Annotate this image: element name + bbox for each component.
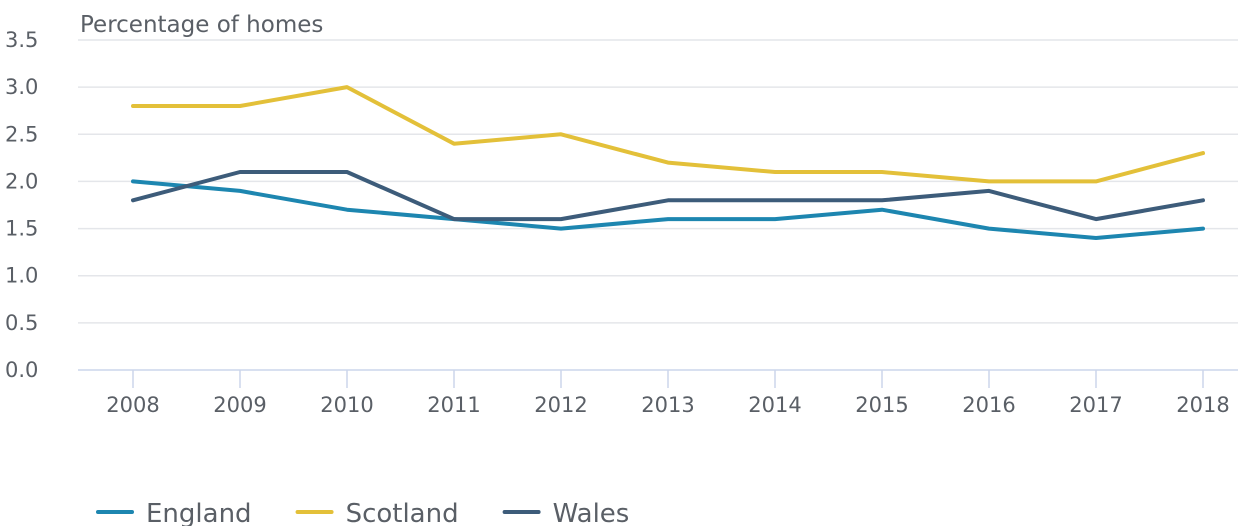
legend-item-wales[interactable]: Wales (502, 499, 630, 526)
y-tick-label: 0.0 (5, 358, 38, 382)
x-tick-label: 2016 (962, 393, 1015, 417)
x-tick-label: 2011 (427, 393, 480, 417)
y-tick-label: 2.5 (5, 122, 38, 146)
legend-item-scotland[interactable]: Scotland (295, 499, 459, 526)
x-axis-tick-labels: 2008 2009 2010 2011 2012 2013 2014 2015 2016 2017… (106, 393, 1229, 417)
x-tick-label: 2008 (106, 393, 159, 417)
y-tick-label: 1.0 (5, 264, 38, 288)
y-tick-label: 3.0 (5, 75, 38, 99)
series-line-england (131, 179, 1205, 240)
legend-label: England (146, 499, 252, 526)
series-lines (131, 85, 1205, 240)
x-tick-label: 2010 (320, 393, 373, 417)
y-tick-label: 2.0 (5, 169, 38, 193)
legend: England Scotland Wales (96, 499, 630, 526)
y-tick-label: 1.5 (5, 217, 38, 241)
y-axis-tick-labels: 0.0 0.5 1.0 1.5 2.0 2.5 3.0 3.5 (5, 28, 38, 382)
x-tick-label: 2014 (748, 393, 801, 417)
x-tick-label: 2015 (855, 393, 908, 417)
x-tick-label: 2013 (641, 393, 694, 417)
legend-label: Scotland (346, 499, 459, 526)
y-tick-label: 0.5 (5, 311, 38, 335)
x-axis (78, 369, 1238, 388)
x-tick-label: 2012 (534, 393, 587, 417)
y-axis-label: Percentage of homes (80, 12, 323, 38)
series-line-scotland (131, 85, 1205, 184)
series-line-wales (131, 170, 1205, 222)
legend-label: Wales (553, 499, 630, 526)
gridlines (78, 39, 1238, 324)
x-tick-label: 2009 (213, 393, 266, 417)
y-tick-label: 3.5 (5, 28, 38, 52)
x-tick-label: 2018 (1176, 393, 1229, 417)
x-tick-label: 2017 (1069, 393, 1122, 417)
legend-item-england[interactable]: England (96, 499, 252, 526)
